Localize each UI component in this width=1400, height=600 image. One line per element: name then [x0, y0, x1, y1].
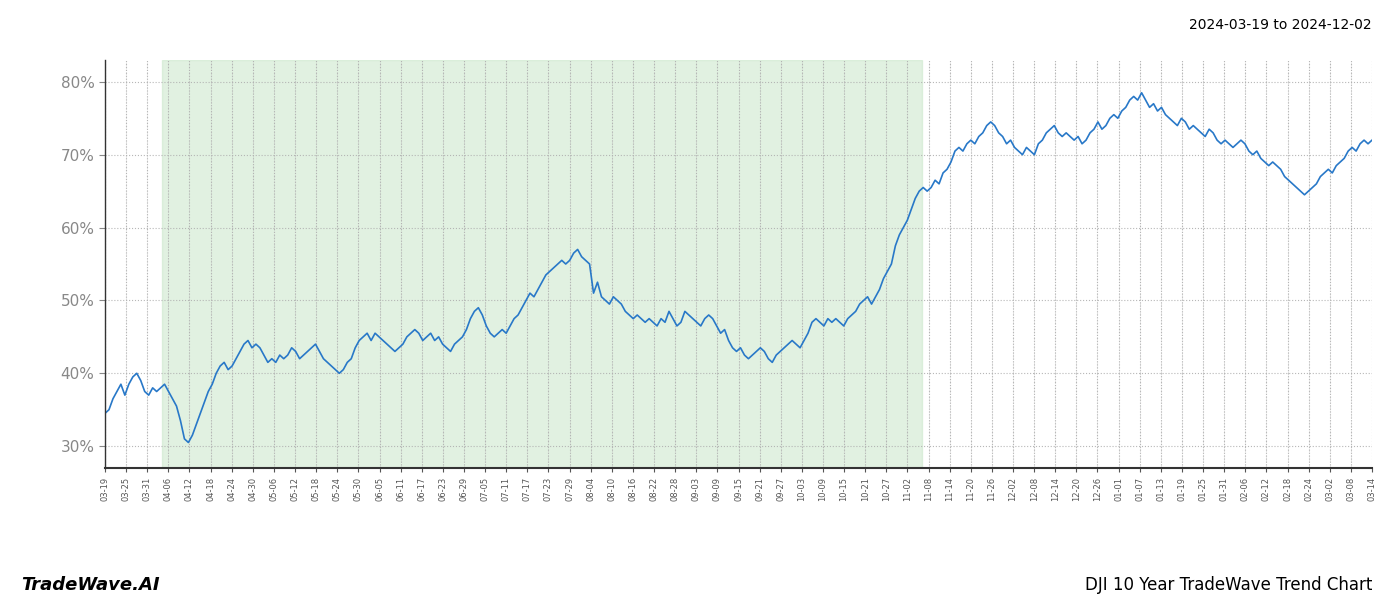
Text: DJI 10 Year TradeWave Trend Chart: DJI 10 Year TradeWave Trend Chart — [1085, 576, 1372, 594]
Bar — [162, 60, 923, 468]
Text: 2024-03-19 to 2024-12-02: 2024-03-19 to 2024-12-02 — [1190, 18, 1372, 32]
Text: TradeWave.AI: TradeWave.AI — [21, 576, 160, 594]
